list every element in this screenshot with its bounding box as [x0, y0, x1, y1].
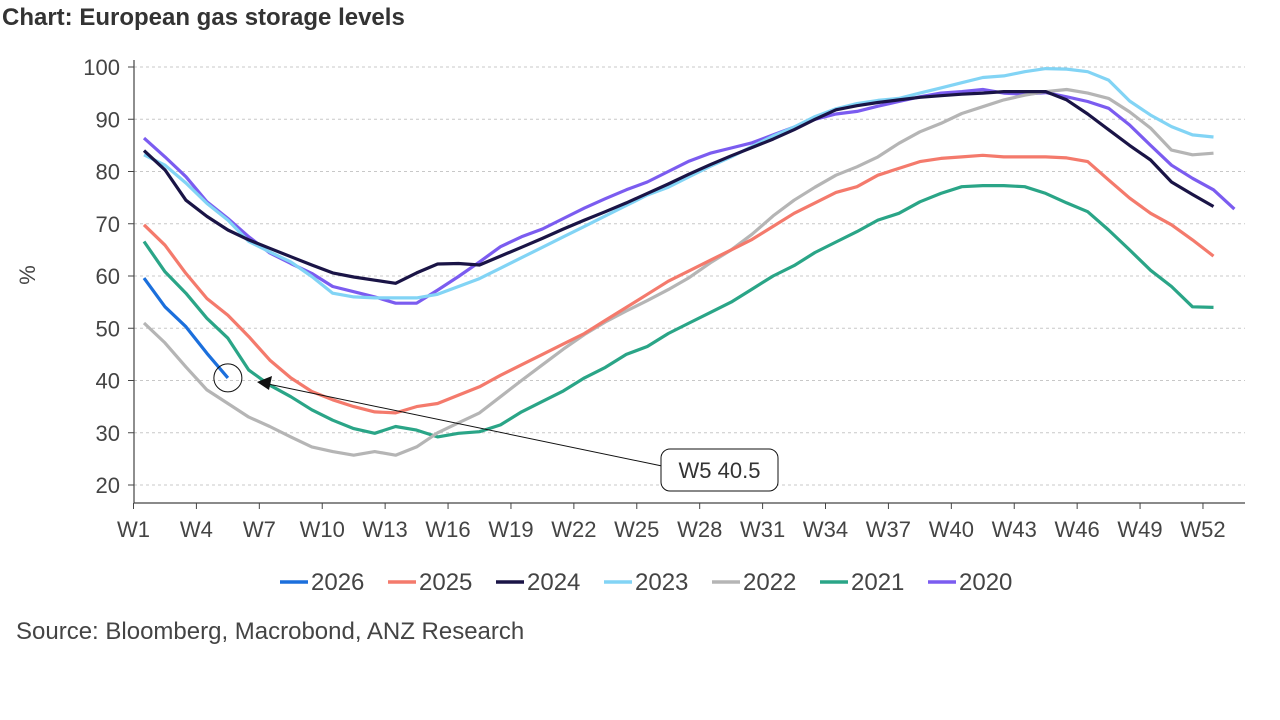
x-tick-label: W16: [425, 517, 470, 542]
legend-label: 2026: [311, 569, 364, 596]
y-tick-label: 80: [96, 160, 120, 185]
x-tick-label: W13: [363, 517, 408, 542]
annotation-label: W5 40.5: [679, 458, 761, 483]
chart-title: Chart: European gas storage levels: [2, 4, 405, 31]
series-line-2021: [142, 184, 1214, 439]
annotation-box: [660, 448, 779, 492]
annotation-arrow-line: [267, 383, 663, 467]
legend-item-2023: 2023: [604, 569, 688, 596]
legend-item-2024: 2024: [496, 569, 580, 596]
x-tick-label: W43: [992, 517, 1037, 542]
x-tick-label: W19: [488, 517, 533, 542]
x-tick-label: W7: [243, 517, 276, 542]
y-tick-label: 100: [83, 55, 120, 80]
y-axis-label: %: [15, 265, 40, 285]
x-tick-label: W34: [803, 517, 848, 542]
x-tick-label: W49: [1117, 517, 1162, 542]
y-tick-label: 70: [96, 212, 120, 237]
y-tick-label: 20: [96, 473, 120, 498]
legend-label: 2022: [743, 569, 796, 596]
x-tick-label: W40: [929, 517, 974, 542]
x-tick-label: W10: [300, 517, 345, 542]
annotation-arrowhead: [257, 376, 272, 390]
x-tick-label: W28: [677, 517, 722, 542]
series-line-2022: [142, 87, 1214, 457]
legend-label: 2021: [851, 569, 904, 596]
x-tick-label: W4: [180, 517, 213, 542]
y-tick-label: 60: [96, 264, 120, 289]
y-tick-label: 40: [96, 369, 120, 394]
series-lines: [142, 66, 1236, 457]
gridlines: [134, 66, 1245, 486]
x-tick-label: W46: [1055, 517, 1100, 542]
y-tick-label: 50: [96, 316, 120, 341]
axes: 20 30 40 50 60 70 80 90 100 W1 W4 W7 W10 W13 W16 W19 W22…: [15, 55, 1245, 542]
legend-label: 2024: [527, 569, 580, 596]
x-tick-label: W22: [551, 517, 596, 542]
x-tick-label: W52: [1180, 517, 1225, 542]
legend-label: 2020: [959, 569, 1012, 596]
x-tick-label: W37: [866, 517, 911, 542]
legend-label: 2025: [419, 569, 472, 596]
legend-label: 2023: [635, 569, 688, 596]
legend-item-2022: 2022: [712, 569, 796, 596]
annotation-circle: [213, 363, 243, 393]
x-tick-label: W1: [117, 517, 150, 542]
legend-item-2021: 2021: [820, 569, 904, 596]
legend-item-2025: 2025: [388, 569, 472, 596]
legend: 2026 2025 2024 2023 2022 2021 2020: [280, 569, 1012, 596]
x-tick-label: W25: [614, 517, 659, 542]
series-line-2026: [142, 277, 230, 379]
y-tick-label: 90: [96, 107, 120, 132]
source-note: Source: Bloomberg, Macrobond, ANZ Resear…: [16, 618, 525, 645]
y-tick-label: 30: [96, 421, 120, 446]
legend-item-2026: 2026: [280, 569, 364, 596]
legend-item-2020: 2020: [928, 569, 1012, 596]
series-line-2023: [143, 66, 1214, 300]
annotation: W5 40.5: [213, 363, 779, 492]
x-tick-label: W31: [740, 517, 785, 542]
series-line-2024: [142, 89, 1215, 285]
